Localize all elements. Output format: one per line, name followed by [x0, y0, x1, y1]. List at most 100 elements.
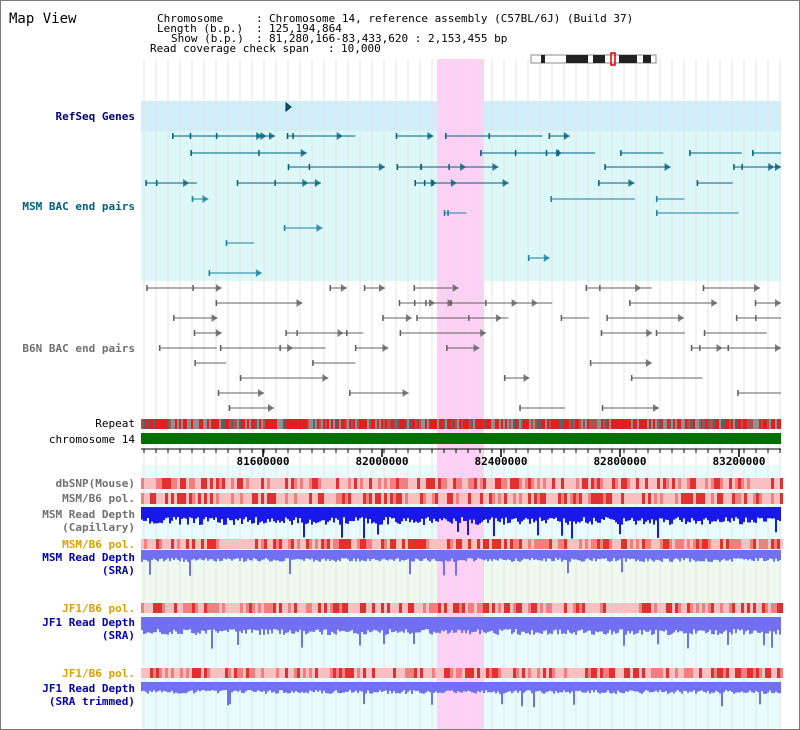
msm-capillary-depth-bar	[199, 507, 201, 525]
msm-capillary-depth-bar	[221, 507, 223, 520]
msm-capillary-depth-bar	[249, 507, 251, 521]
track-label-msm-bac[interactable]: MSM BAC end pairs	[1, 200, 135, 213]
track-label-jf1-depth-sra[interactable]: JF1 Read Depth	[1, 616, 135, 629]
msm-capillary-depth-bar	[393, 507, 395, 518]
dbsnp-density-bar	[459, 478, 462, 489]
jf1-b6-polymorphism-bar	[435, 603, 438, 613]
msm-b6-polymorphism-sra-bar	[747, 539, 750, 549]
jf1-sra-depth-bar	[283, 617, 285, 635]
msm-capillary-depth-bar	[229, 507, 231, 521]
msm-sra-depth-bar	[689, 550, 691, 562]
msm-capillary-depth-bar	[337, 507, 339, 520]
repeat-segment	[159, 419, 161, 429]
repeat-segment	[271, 419, 273, 429]
jf1-sra-depth-bar	[485, 617, 487, 634]
dbsnp-density-bar	[564, 478, 567, 489]
msm-b6-polymorphism-bar	[333, 493, 336, 504]
b6n-bac-pair-arrow	[337, 329, 344, 337]
jf1-trim-depth-bar	[733, 682, 735, 694]
msm-b6-polymorphism-bar	[732, 493, 735, 504]
track-label-b6n-bac[interactable]: B6N BAC end pairs	[1, 342, 135, 355]
jf1-sra-depth-bar	[435, 617, 437, 633]
jf1-b6-polymorphism-bar	[417, 603, 420, 613]
dbsnp-density-bar	[654, 478, 657, 489]
jf1-sra-depth-bar	[305, 617, 307, 635]
msm-b6-polymorphism-bar	[744, 493, 747, 504]
dbsnp-density-bar	[657, 478, 660, 489]
track-label-chromosome[interactable]: chromosome 14	[1, 433, 135, 446]
jf1-trim-depth-bar	[405, 682, 407, 694]
msm-sra-depth-bar	[701, 550, 703, 562]
msm-sra-depth-bar	[517, 550, 519, 561]
jf1-b6-polymorphism-trim-bar	[462, 668, 465, 678]
jf1-trim-depth-bar	[525, 682, 527, 691]
msm-capillary-depth-bar	[157, 507, 159, 524]
jf1-sra-depth-bar	[357, 617, 359, 635]
b6n-bac-pair-arrow	[473, 344, 480, 352]
msm-b6-polymorphism-bar	[426, 493, 429, 504]
msm-b6-polymorphism-bar	[168, 493, 171, 504]
repeat-segment	[583, 419, 585, 429]
dbsnp-density-bar	[249, 478, 252, 489]
msm-b6-polymorphism-sra-bar	[345, 539, 348, 549]
jf1-sra-depth-bar	[159, 617, 161, 633]
track-label-msm-b6-pol[interactable]: MSM/B6 pol.	[1, 492, 135, 505]
track-label-refseq[interactable]: RefSeq Genes	[1, 110, 135, 123]
track-label-jf1-b6-pol-trim[interactable]: JF1/B6 pol.	[1, 667, 135, 680]
jf1-b6-polymorphism-bar	[441, 603, 444, 613]
msm-b6-polymorphism-sra-bar	[336, 539, 339, 549]
msm-capillary-depth-bar	[355, 507, 357, 518]
msm-capillary-depth-bar	[149, 507, 151, 524]
msm-capillary-depth-bar	[695, 507, 697, 524]
track-label-dbsnp[interactable]: dbSNP(Mouse)	[1, 477, 135, 490]
msm-b6-polymorphism-sra-bar	[618, 539, 621, 549]
jf1-trim-depth-bar	[409, 682, 411, 691]
jf1-trim-depth-bar	[217, 682, 219, 694]
msm-capillary-depth-bar	[145, 507, 147, 521]
repeat-segment	[167, 419, 169, 429]
dbsnp-density-bar	[201, 478, 204, 489]
repeat-segment	[459, 419, 461, 429]
jf1-b6-polymorphism-trim-bar	[591, 668, 594, 678]
jf1-trim-depth-bar	[555, 682, 557, 692]
msm-capillary-depth-bar	[763, 507, 765, 522]
msm-b6-polymorphism-sra-bar	[399, 539, 402, 549]
msm-b6-polymorphism-bar	[399, 493, 402, 504]
jf1-sra-depth-bar	[325, 617, 327, 630]
msm-capillary-depth-bar	[507, 507, 509, 524]
msm-capillary-depth-bar	[587, 507, 589, 524]
msm-sra-depth-bar	[291, 550, 293, 560]
jf1-trim-depth-bar	[211, 682, 213, 691]
msm-b6-polymorphism-sra-bar	[261, 539, 264, 549]
msm-capillary-depth-bar	[191, 507, 193, 519]
jf1-b6-polymorphism-bar	[552, 603, 555, 613]
msm-sra-depth-bar	[187, 550, 189, 562]
track-label-repeat[interactable]: Repeat	[1, 417, 135, 430]
jf1-b6-polymorphism-trim-bar	[411, 668, 414, 678]
track-label-msm-b6-pol-sra[interactable]: MSM/B6 pol.	[1, 538, 135, 551]
msm-b6-polymorphism-bar	[255, 493, 258, 504]
track-label-jf1-b6-pol[interactable]: JF1/B6 pol.	[1, 602, 135, 615]
track-label-jf1-depth-trim[interactable]: JF1 Read Depth	[1, 682, 135, 695]
msm-capillary-depth-bar	[543, 507, 545, 521]
repeat-segment	[649, 419, 651, 429]
dbsnp-density-bar	[633, 478, 636, 489]
msm-sra-depth-bar	[669, 550, 671, 562]
repeat-segment	[241, 419, 243, 429]
dbsnp-density-bar	[333, 478, 336, 489]
msm-b6-polymorphism-bar	[306, 493, 309, 504]
jf1-trim-depth-bar	[235, 682, 237, 691]
jf1-b6-polymorphism-bar	[171, 603, 174, 613]
msm-b6-polymorphism-sra-bar	[141, 539, 144, 549]
msm-b6-polymorphism-bar	[543, 493, 546, 504]
track-label-msm-depth-capillary[interactable]: MSM Read Depth	[1, 508, 135, 521]
jf1-b6-polymorphism-bar	[387, 603, 390, 613]
b6n-bac-pair-end	[416, 315, 418, 321]
msm-bac-pair-end	[655, 196, 658, 202]
repeat-segment	[473, 419, 475, 429]
msm-b6-polymorphism-sra-bar	[225, 539, 228, 549]
track-label-msm-depth-sra[interactable]: MSM Read Depth	[1, 551, 135, 564]
jf1-b6-polymorphism-trim-bar	[576, 668, 579, 678]
msm-b6-polymorphism-bar	[516, 493, 519, 504]
